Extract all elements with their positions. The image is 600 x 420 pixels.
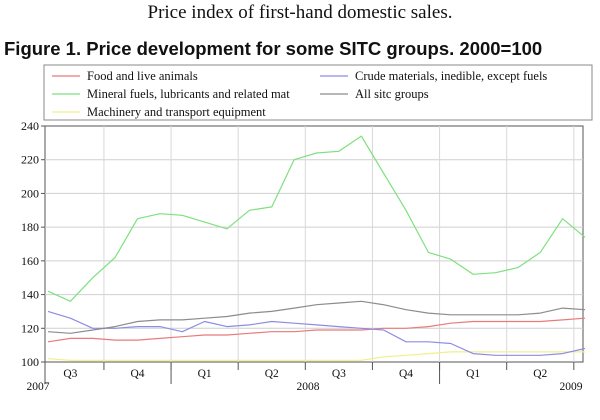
quarter-label: Q2: [265, 368, 279, 380]
year-label: 2008: [297, 381, 320, 393]
y-tick-label: 200: [21, 186, 39, 200]
legend-label: All sitc groups: [355, 87, 429, 101]
plot-frame: [44, 125, 584, 363]
quarter-label: Q4: [130, 368, 144, 380]
series-line: [47, 351, 585, 361]
series-line: [47, 300, 586, 334]
y-tick-label: 100: [21, 355, 39, 369]
y-tick-label: 240: [21, 119, 39, 133]
page-title: Price index of first-hand domestic sales…: [147, 2, 453, 23]
quarter-label: Q4: [399, 368, 413, 380]
legend-label: Mineral fuels, lubricants and related ma…: [87, 87, 290, 101]
series-line: [47, 317, 586, 343]
figure-title: Figure 1. Price development for some SIT…: [4, 38, 543, 59]
legend-label: Food and live animals: [87, 69, 198, 83]
y-tick-label: 180: [21, 220, 39, 234]
y-tick-label: 220: [21, 153, 39, 167]
y-tick-label: 160: [21, 254, 39, 268]
legend-box: [43, 64, 593, 121]
quarter-label: Q1: [466, 368, 480, 380]
y-tick-label: 120: [21, 321, 39, 335]
quarter-label: Q2: [533, 368, 547, 380]
legend-label: Machinery and transport equipment: [87, 105, 266, 119]
year-label: 2009: [560, 381, 583, 393]
quarter-label: Q3: [332, 368, 346, 380]
series-line: [47, 135, 586, 302]
year-label: 2007: [27, 381, 50, 393]
quarter-label: Q3: [63, 368, 77, 380]
y-tick-label: 140: [21, 288, 39, 302]
legend-label: Crude materials, inedible, except fuels: [355, 69, 547, 83]
series-line: [47, 310, 586, 356]
quarter-label: Q1: [198, 368, 212, 380]
